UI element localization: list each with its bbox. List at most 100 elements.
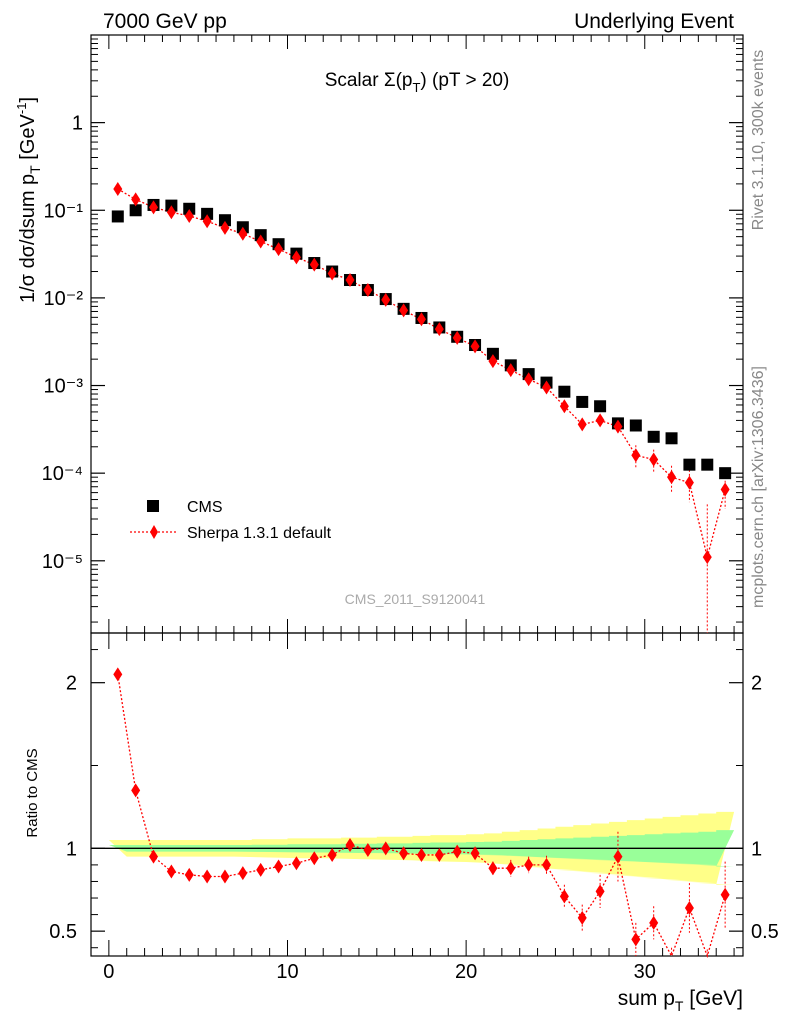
ratio-ticks: 0.5 0.51 12 20 10 20 30 (49, 633, 779, 983)
ratio-xtick-label: 20 (455, 961, 477, 983)
sherpa-point (595, 413, 605, 428)
ratio-point (202, 869, 212, 884)
watermark: CMS_2011_S9120041 (345, 591, 486, 607)
sherpa-point (720, 482, 730, 497)
ratio-xtick-label: 0 (103, 961, 114, 983)
ratio-point (595, 884, 605, 899)
sherpa-point (559, 399, 569, 414)
cms-point (558, 385, 571, 398)
sherpa-point (667, 470, 677, 485)
cms-point (576, 395, 589, 408)
main-ytick-label: 10⁻¹ (44, 200, 84, 222)
main-ytick-label: 1 (72, 113, 83, 135)
sherpa-point (577, 417, 587, 432)
ratio-ytick-label: 2 (66, 673, 77, 695)
sherpa-point (345, 273, 355, 288)
cms-point (719, 467, 732, 480)
ratio-point (256, 862, 266, 877)
ratio-point (345, 838, 355, 853)
sherpa-point (488, 354, 498, 369)
ratio-point (363, 842, 373, 857)
ratio-ytick-label-right: 1 (751, 838, 762, 860)
main-panel-frame (90, 34, 744, 634)
ratio-ylabel: Ratio to CMS (24, 748, 41, 837)
ratio-point (220, 869, 230, 884)
sherpa-point (452, 330, 462, 345)
main-ytick-label: 10⁻⁵ (42, 551, 83, 573)
sherpa-point (363, 283, 373, 298)
ratio-point (434, 847, 444, 862)
main-ticks: 10⁻⁵ 10⁻⁴ 10⁻³ 10⁻² 10⁻¹ 1 (42, 35, 743, 633)
main-ylabel: 1/σ dσ/dsum pT [GeV-1] (14, 97, 43, 303)
header-right: Underlying Event (574, 10, 734, 33)
cms-point (594, 400, 607, 413)
legend-cms-marker (147, 500, 159, 512)
ratio-line (117, 674, 726, 959)
ratio-point (452, 844, 462, 859)
main-ytick-label: 10⁻³ (44, 376, 84, 398)
sherpa-point (113, 181, 123, 196)
sherpa-point (416, 312, 426, 327)
cms-point (486, 347, 499, 360)
sherpa-point (381, 292, 391, 307)
sherpa-point (649, 452, 659, 467)
sherpa-point (613, 419, 623, 434)
cms-point (647, 430, 660, 443)
ratio-point (684, 900, 694, 915)
ratio-point (291, 856, 301, 871)
sherpa-point (434, 322, 444, 337)
legend-cms-label: CMS (187, 499, 223, 516)
ratio-ytick-label-right: 0.5 (751, 921, 779, 943)
side-rivet: Rivet 3.1.10, 300k events (750, 50, 767, 231)
sherpa-point (220, 220, 230, 235)
ratio-point (399, 846, 409, 861)
ratio-point (416, 847, 426, 862)
ratio-point (149, 849, 159, 864)
ratio-ytick-label: 1 (66, 838, 77, 860)
ratio-point (649, 915, 659, 930)
sherpa-point (309, 257, 319, 272)
ratio-ytick-label-right: 2 (751, 673, 762, 695)
sherpa-point (291, 250, 301, 265)
ratio-point (166, 864, 176, 879)
main-ytick-label: 10⁻⁴ (42, 463, 83, 485)
ratio-point (113, 667, 123, 682)
sherpa-point (631, 448, 641, 463)
ratio-xtick-label: 30 (634, 961, 656, 983)
header-left: 7000 GeV pp (103, 10, 227, 33)
cms-point (665, 432, 678, 445)
ratio-point (184, 867, 194, 882)
ratio-data (113, 667, 730, 959)
sherpa-point (274, 242, 284, 257)
ratio-point (381, 841, 391, 856)
cms-point (701, 458, 714, 471)
ratio-point (542, 857, 552, 872)
sherpa-point (131, 192, 141, 207)
sherpa-point (202, 214, 212, 229)
cms-point (629, 419, 642, 432)
cms-point (218, 214, 231, 227)
sherpa-point (149, 200, 159, 215)
sherpa-point (524, 372, 534, 387)
ratio-point (274, 859, 284, 874)
sherpa-point (399, 303, 409, 318)
ratio-point (577, 910, 587, 925)
legend: CMS Sherpa 1.3.1 default (130, 499, 332, 542)
ratio-ytick-label: 0.5 (49, 921, 77, 943)
legend-sherpa-label: Sherpa 1.3.1 default (187, 525, 332, 542)
ratio-point (327, 847, 337, 862)
sherpa-point (542, 380, 552, 395)
ratio-xlabel: sum pT [GeV] (618, 987, 743, 1014)
cms-point (201, 207, 214, 220)
ratio-point (470, 846, 480, 861)
cms-point (129, 204, 142, 217)
legend-sherpa-marker (150, 525, 158, 539)
ratio-point (488, 861, 498, 876)
ratio-point (559, 889, 569, 904)
ratio-panel-frame (90, 632, 744, 957)
sherpa-point (684, 475, 694, 490)
sherpa-point (184, 209, 194, 224)
main-data (111, 181, 732, 633)
ratio-point (238, 866, 248, 881)
